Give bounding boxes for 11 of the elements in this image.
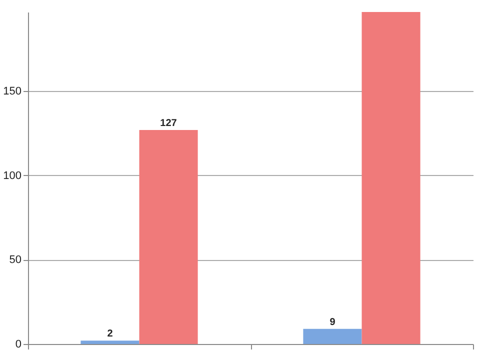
- data-label: 2: [107, 328, 114, 340]
- bar: [80, 340, 140, 344]
- y-tick-label: 150: [3, 86, 22, 98]
- data-label: 127: [160, 118, 178, 129]
- bar: [362, 12, 420, 344]
- bar: [303, 328, 362, 344]
- y-tick-label: 50: [9, 254, 22, 266]
- data-label: 9: [330, 316, 336, 328]
- y-tick-label: 0: [15, 338, 22, 350]
- bar: [139, 130, 198, 344]
- y-tick-label: 100: [3, 170, 22, 182]
